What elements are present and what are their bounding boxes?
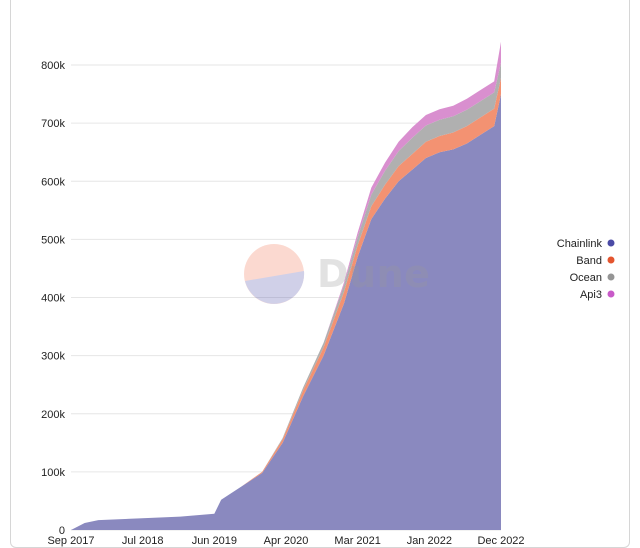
y-tick-label: 300k [41,351,65,363]
legend-dot-ocean [607,273,615,281]
gridlines [71,64,501,531]
x-tick-label: Jun 2019 [192,535,237,547]
x-tick-label: Sep 2017 [47,535,94,547]
y-tick-label: 200k [41,409,65,421]
x-axis-tick-labels: Sep 2017 Jul 2018 Jun 2019 Apr 2020 Mar 2021… [47,535,524,547]
legend-label-band: Band [576,255,602,267]
x-tick-label: Jul 2018 [122,535,164,547]
x-tick-label: Mar 2021 [334,535,380,547]
y-tick-label: 600k [41,176,65,188]
x-tick-label: Dec 2022 [477,535,524,547]
x-tick-label: Apr 2020 [264,535,309,547]
legend-dot-band [607,256,615,264]
legend-dot-api3 [607,290,615,298]
chart-card: 0 100k 200k 300k 400k 500k 600k 700k 800k Sep 20… [10,0,630,548]
stacked-area-chart: 0 100k 200k 300k 400k 500k 600k 700k 800k Sep 20… [41,41,615,547]
legend-label-chainlink: Chainlink [557,238,603,250]
legend-label-api3: Api3 [580,289,602,301]
y-tick-label: 400k [41,293,65,305]
y-tick-label: 100k [41,467,65,479]
x-tick-label: Jan 2022 [407,535,452,547]
legend: Chainlink Band Ocean Api3 [557,238,615,301]
y-tick-label: 800k [41,60,65,72]
y-tick-label: 700k [41,118,65,130]
y-tick-label: 0 [59,525,65,537]
area-chainlink [71,94,501,530]
area-series [71,41,501,531]
y-axis-tick-labels: 0 100k 200k 300k 400k 500k 600k 700k 800k [41,60,65,537]
legend-label-ocean: Ocean [570,272,602,284]
legend-dot-chainlink [607,239,615,247]
y-tick-label: 500k [41,234,65,246]
